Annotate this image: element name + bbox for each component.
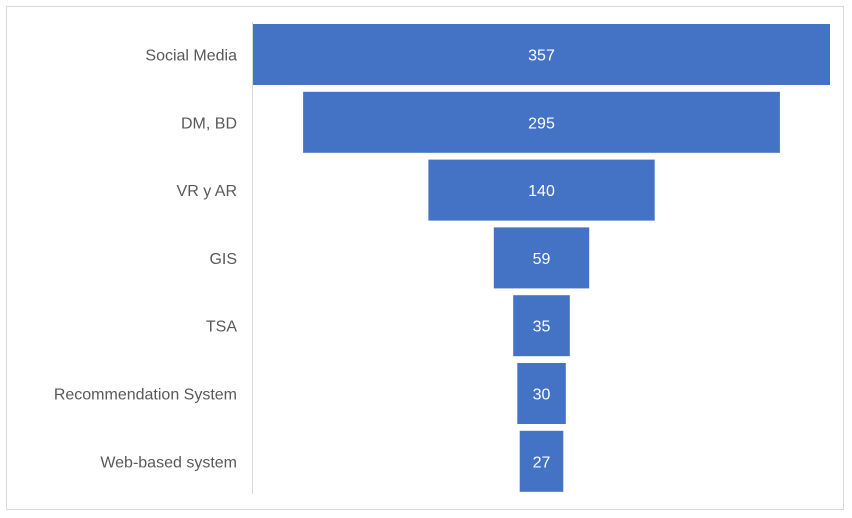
funnel-bar-5 (517, 363, 566, 424)
data-label-2: 140 (528, 183, 555, 200)
data-label-4: 35 (533, 319, 551, 336)
data-labels-layer: 357 295 140 59 35 30 27 (528, 48, 555, 472)
bars-layer (253, 24, 830, 492)
category-label-6: Web-based system (100, 454, 237, 471)
funnel-bar-1 (303, 91, 780, 153)
funnel-bar-4 (513, 295, 570, 357)
category-label-0: Social Media (145, 48, 237, 65)
category-label-1: DM, BD (181, 115, 237, 132)
data-label-5: 30 (533, 387, 551, 404)
category-label-3: GIS (209, 251, 237, 268)
funnel-bar-0 (253, 24, 830, 85)
funnel-bar-2 (428, 159, 655, 221)
data-label-3: 59 (533, 251, 551, 268)
category-label-5: Recommendation System (54, 387, 237, 404)
funnel-bar-3 (493, 227, 590, 289)
chart-frame (6, 6, 844, 510)
data-label-6: 27 (533, 454, 551, 471)
category-label-2: VR y AR (177, 183, 237, 200)
data-label-0: 357 (528, 48, 555, 65)
data-label-1: 295 (528, 115, 555, 132)
category-label-4: TSA (206, 319, 237, 336)
funnel-bar-6 (519, 430, 564, 492)
category-labels-layer: Social Media DM, BD VR y AR GIS TSA Recommend… (54, 48, 238, 472)
